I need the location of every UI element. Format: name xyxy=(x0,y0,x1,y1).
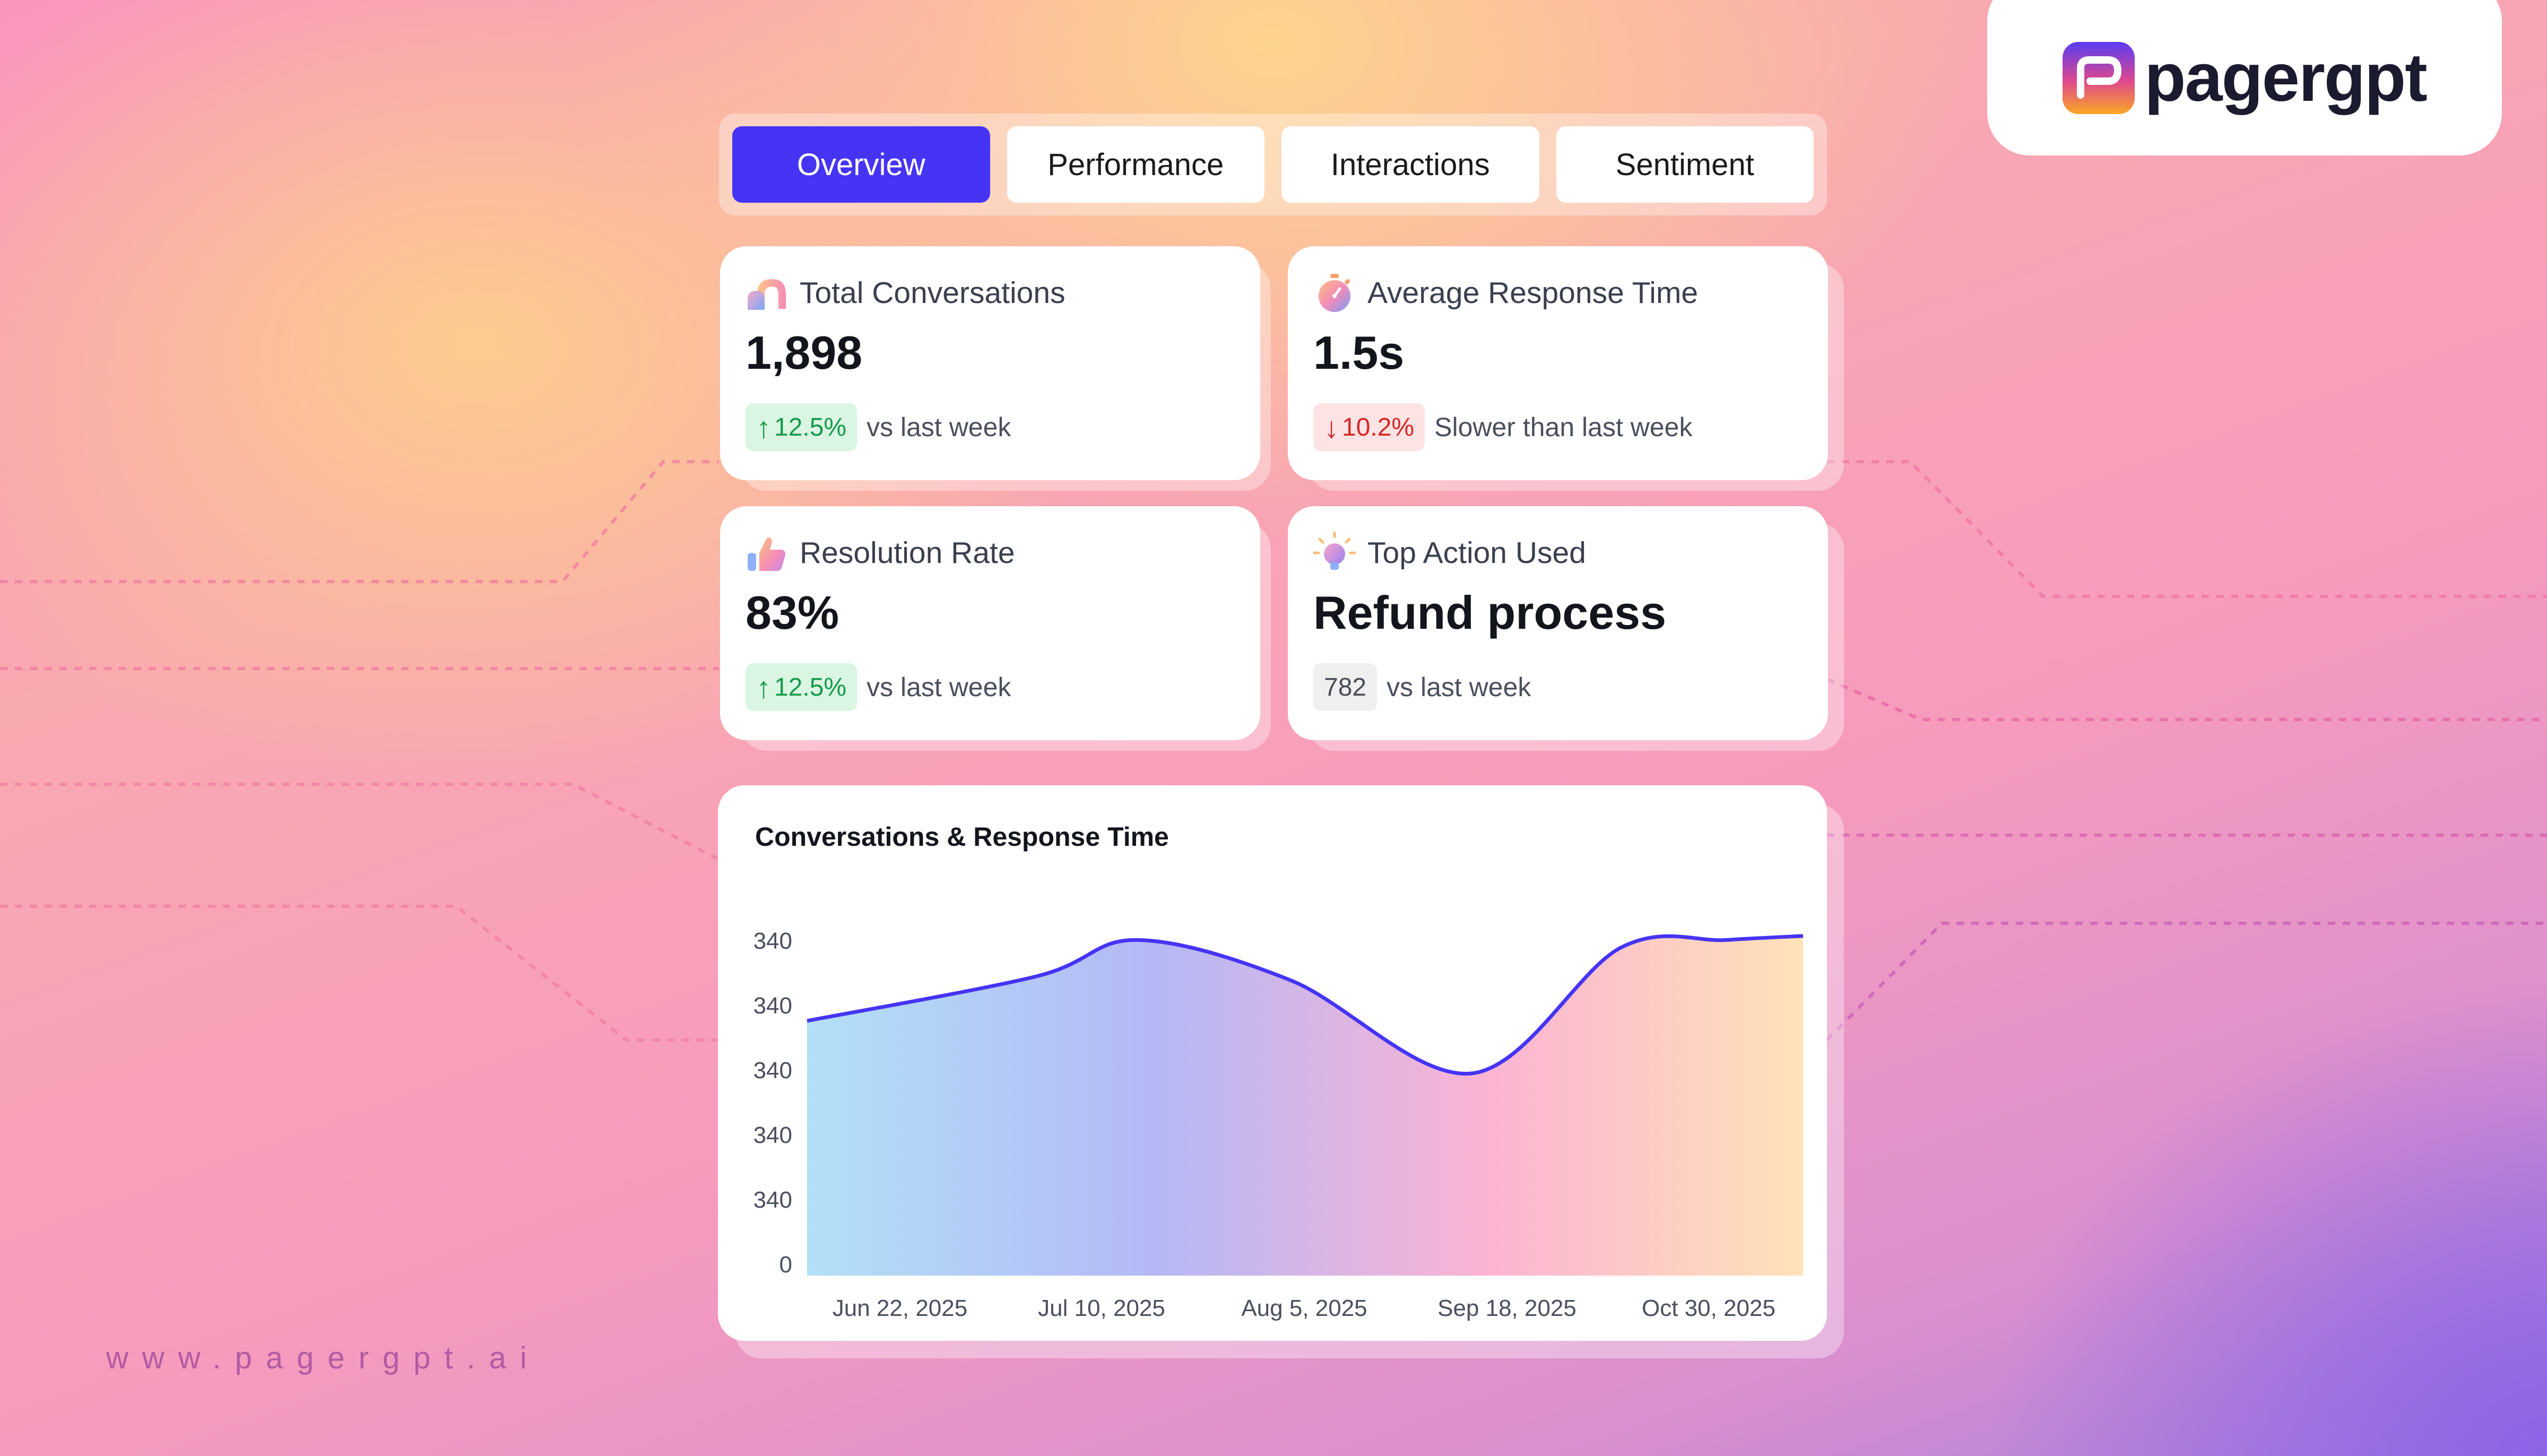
y-tick-label: 340 xyxy=(753,1058,792,1084)
kpi-value: Refund process xyxy=(1313,586,1667,639)
area-chart: 340 340 340 340 340 0 Jun 22, 2025 Jul 10, 202… xyxy=(753,928,1804,1321)
change-badge: ↓ 10.2% xyxy=(1313,403,1425,451)
series-line xyxy=(807,934,1804,1076)
arrow-down-icon: ↓ xyxy=(1324,410,1339,444)
website-url: www.pagergpt.ai xyxy=(106,1341,541,1375)
tab-performance[interactable]: Performance xyxy=(1007,126,1264,203)
tab-sentiment[interactable]: Sentiment xyxy=(1556,126,1814,203)
kpi-card-top-action-used: Top Action Used Refund process 782 vs la… xyxy=(1288,506,1828,740)
series-area xyxy=(807,935,1803,1276)
tab-interactions[interactable]: Interactions xyxy=(1281,126,1539,203)
x-tick-label: Jul 10, 2025 xyxy=(1038,1295,1165,1321)
chat-bubbles-icon xyxy=(748,279,786,310)
arrow-up-icon: ↑ xyxy=(756,410,771,444)
kpi-label: Average Response Time xyxy=(1367,276,1699,310)
kpi-label: Resolution Rate xyxy=(800,536,1015,570)
change-badge: ↑ 12.5% xyxy=(746,663,857,711)
kpi-card-total-conversations: Total Conversations 1,898 ↑ 12.5% vs las… xyxy=(720,246,1260,480)
change-value: 10.2% xyxy=(1342,413,1415,441)
y-tick-label: 340 xyxy=(753,928,792,954)
chart-title: Conversations & Response Time xyxy=(755,822,1169,852)
count-badge: 782 xyxy=(1313,663,1378,711)
y-tick-label: 340 xyxy=(753,1122,792,1148)
brand-logo-card: pagergpt xyxy=(1987,0,2502,155)
kpi-value: 83% xyxy=(746,586,839,639)
arrow-up-icon: ↑ xyxy=(756,670,771,704)
x-tick-label: Aug 5, 2025 xyxy=(1241,1295,1367,1321)
thumbs-up-icon xyxy=(748,537,786,571)
kpi-label: Top Action Used xyxy=(1367,536,1586,570)
count-value: 782 xyxy=(1324,673,1367,701)
kpi-note: vs last week xyxy=(867,672,1011,702)
kpi-label: Total Conversations xyxy=(800,276,1065,310)
kpi-note: Slower than last week xyxy=(1434,412,1693,442)
kpi-note: vs last week xyxy=(867,412,1011,442)
y-tick-label: 340 xyxy=(753,1187,792,1213)
change-badge: ↑ 12.5% xyxy=(746,403,857,451)
kpi-note: vs last week xyxy=(1387,672,1531,702)
x-tick-label: Jun 22, 2025 xyxy=(833,1295,967,1321)
kpi-card-resolution-rate: Resolution Rate 83% ↑ 12.5% vs last week xyxy=(720,506,1260,740)
x-tick-label: Oct 30, 2025 xyxy=(1642,1295,1775,1321)
kpi-card-average-response-time: Average Response Time 1.5s ↓ 10.2% Slowe… xyxy=(1288,246,1828,480)
dashboard-tabs: Overview Performance Interactions Sentim… xyxy=(719,114,1827,215)
stopwatch-icon xyxy=(1319,274,1350,312)
change-value: 12.5% xyxy=(774,673,847,701)
pagergpt-logo-icon xyxy=(2063,41,2135,114)
change-value: 12.5% xyxy=(774,413,847,441)
x-tick-label: Sep 18, 2025 xyxy=(1437,1295,1576,1321)
kpi-value: 1,898 xyxy=(746,326,863,379)
brand-name: pagergpt xyxy=(2144,40,2428,116)
kpi-value: 1.5s xyxy=(1313,326,1405,379)
chart-card: Conversations & Response Time 340 340 340 3… xyxy=(718,785,1827,1341)
lightbulb-icon xyxy=(1313,532,1356,570)
tab-overview[interactable]: Overview xyxy=(732,126,990,203)
y-tick-label: 0 xyxy=(779,1252,792,1278)
y-tick-label: 340 xyxy=(753,993,792,1019)
